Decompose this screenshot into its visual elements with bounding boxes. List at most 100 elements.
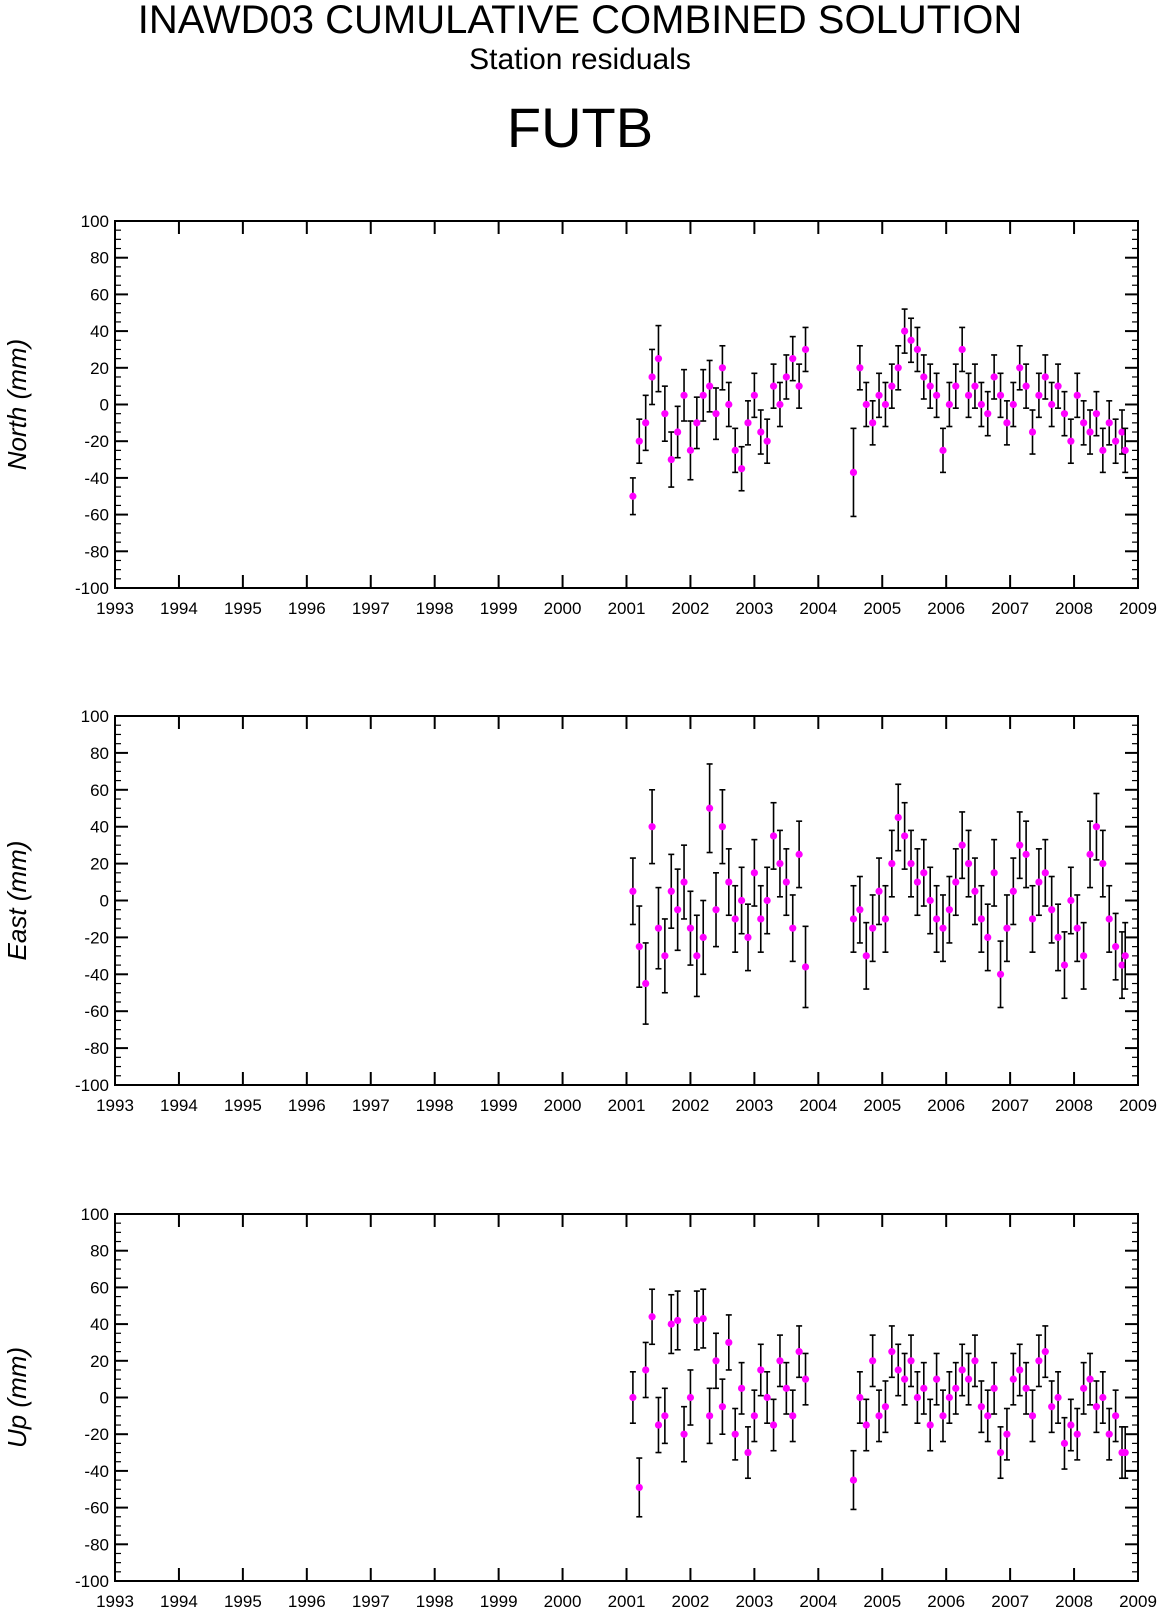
x-tick-label: 2003 [735,599,773,618]
data-point [667,887,675,895]
data-point [712,906,720,914]
data-point [945,400,953,409]
data-point [648,373,656,381]
y-tick-label: 0 [100,1389,109,1408]
data-point [706,382,714,390]
x-tick-label: 1996 [288,1096,326,1115]
y-tick-label: 0 [100,396,109,415]
data-series [629,308,1129,518]
x-tick-label: 2002 [672,599,710,618]
data-point [1060,1439,1069,1447]
data-point [913,878,922,886]
data-point [888,1348,896,1356]
x-tick-label: 2005 [863,1592,901,1611]
data-point [744,419,752,427]
data-point [1067,1421,1075,1429]
x-tick-label: 2003 [735,1592,773,1611]
data-point [1105,915,1113,923]
data-point [648,1313,656,1321]
data-point [977,400,985,409]
y-tick-label: -20 [84,928,109,947]
data-point [996,1448,1005,1457]
data-point [952,1384,960,1392]
y-tick-label: -40 [84,1462,109,1481]
data-point [939,924,947,932]
data-point [990,869,998,877]
data-point [782,878,790,886]
data-point [769,832,778,840]
data-point [964,391,973,399]
data-point [725,1338,733,1347]
data-point [1009,1375,1017,1383]
x-tick-label: 1995 [224,1592,262,1611]
y-tick-label: 60 [90,1278,109,1297]
data-point [875,887,883,895]
data-point [680,878,688,886]
data-point [888,860,896,868]
x-tick-label: 1997 [352,1096,390,1115]
data-point [680,391,688,399]
data-point [1016,364,1024,372]
data-point [706,804,714,812]
data-point [801,963,810,971]
data-point [1009,400,1017,409]
x-tick-label: 2008 [1055,599,1093,618]
data-point [932,391,941,399]
x-tick-label: 2001 [608,1592,646,1611]
data-point [1067,437,1075,445]
data-point [737,1384,746,1392]
data-point [869,1357,877,1365]
plot-frame [114,1213,1139,1582]
data-point [1073,391,1081,399]
data-point [875,1412,883,1420]
data-point [901,327,909,335]
data-point [920,869,928,877]
data-point [1054,1393,1062,1402]
x-tick-label: 2007 [991,1096,1029,1115]
data-point [952,878,960,886]
y-tick-label: 100 [81,1205,109,1224]
x-tick-label: 2008 [1055,1096,1093,1115]
data-point [1080,419,1088,427]
x-tick-label: 2007 [991,599,1029,618]
x-tick-label: 1997 [352,599,390,618]
x-tick-label: 1999 [480,1592,518,1611]
y-tick-label: 40 [90,322,109,341]
data-point [932,1375,941,1383]
data-point [737,465,746,473]
data-point [964,1375,973,1383]
data-point [654,355,663,363]
x-tick-label: 2008 [1055,1592,1093,1611]
data-series [629,763,1129,1025]
data-point [731,915,739,923]
x-tick-label: 2004 [799,1592,837,1611]
data-point [932,915,941,923]
data-point [635,1483,643,1492]
data-point [862,952,870,960]
data-point [629,1393,637,1402]
y-tick-label: 80 [90,744,109,763]
data-point [913,345,922,354]
data-point [881,400,890,409]
y-tick-label: 20 [90,855,109,874]
y-tick-label: -80 [84,1039,109,1058]
data-point [750,391,758,399]
data-point [1054,382,1062,390]
y-tick-label: 40 [90,818,109,837]
data-point [725,400,733,409]
data-point [1067,896,1075,905]
chart-title: INAWD03 CUMULATIVE COMBINED SOLUTION [137,0,1023,42]
data-point [901,1375,909,1383]
x-tick-label: 2005 [863,599,901,618]
chart-subtitle: Station residuals [469,43,691,76]
x-tick-label: 2004 [799,599,837,618]
x-tick-label: 2009 [1119,1592,1157,1611]
data-point [856,364,864,372]
y-axis-label: North (mm) [2,339,32,470]
plot-panel: -100 -80 -60 -40 -20 0 20 40 60 80 100 1993 1994 1995… [2,707,1157,1115]
data-point [629,887,637,895]
data-point [1003,924,1011,932]
data-point [869,924,877,932]
data-point [894,813,902,822]
data-point [907,1357,915,1365]
